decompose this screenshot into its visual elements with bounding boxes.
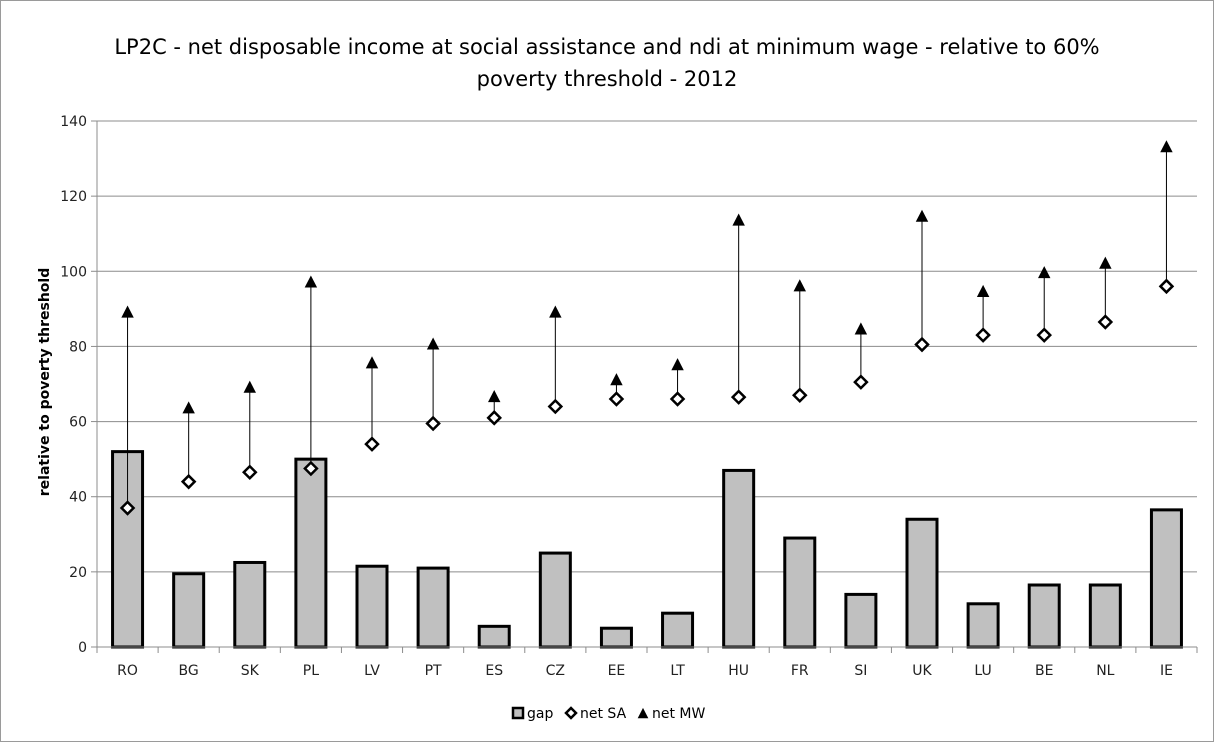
marker-net-mw: [976, 284, 990, 297]
marker-net-sa: [547, 398, 564, 415]
marker-net-sa: [792, 387, 808, 404]
marker-net-mw: [488, 390, 501, 403]
bar-gap: [294, 457, 328, 649]
bar-gap: [416, 566, 450, 649]
bar-gap: [966, 602, 1000, 649]
y-axis-label: relative to poverty threshold: [37, 268, 53, 496]
x-tick-label: BE: [1035, 663, 1053, 679]
marker-net-sa: [914, 336, 930, 353]
marker-net-sa: [1158, 278, 1175, 295]
marker-net-sa: [303, 460, 319, 477]
x-tick-label: IE: [1160, 663, 1173, 679]
legend: gap net SA net MW: [511, 706, 706, 722]
x-tick-label: RO: [117, 663, 138, 679]
x-tick-label: EE: [608, 663, 626, 679]
marker-net-mw: [915, 209, 929, 222]
marker-net-mw: [549, 305, 562, 318]
x-tick-label: SK: [241, 663, 260, 679]
marker-net-sa: [1036, 327, 1052, 343]
marker-net-sa: [1097, 314, 1114, 330]
chart-title-line2: poverty threshold - 2012: [477, 67, 738, 91]
bar-gap: [1149, 508, 1183, 649]
marker-net-mw: [610, 373, 623, 386]
x-tick-label: CZ: [546, 663, 565, 679]
x-tick-label: UK: [912, 663, 932, 679]
marker-net-mw: [1038, 266, 1051, 279]
y-tick-label: 100: [60, 264, 87, 280]
axes-group: 0 20 40 60 80 100 120 140 RO BG SK PL LV PT ES CZ EE LT HU…: [60, 114, 1198, 679]
marker-net-sa: [730, 389, 747, 405]
marker-net-mw: [426, 337, 440, 350]
x-tick-label: LT: [670, 663, 685, 679]
x-tick-label: BG: [179, 663, 199, 679]
y-tick-label: 80: [69, 339, 87, 355]
bar-gap: [722, 468, 756, 649]
x-tick-label: PT: [425, 663, 442, 679]
y-tick-label: 0: [78, 640, 87, 656]
marker-net-sa: [669, 391, 686, 407]
bar-gap: [355, 564, 389, 649]
bar-gap: [599, 626, 633, 649]
chart-title-line1: LP2C - net disposable income at social a…: [114, 35, 1099, 59]
marker-net-sa: [853, 374, 869, 390]
marker-net-mw: [304, 275, 318, 288]
marker-net-sa: [975, 327, 991, 343]
x-tick-label: LV: [364, 663, 380, 679]
marker-net-mw: [121, 305, 134, 318]
y-tick-label: 120: [60, 189, 87, 205]
marker-net-mw: [243, 380, 256, 393]
marker-net-mw: [671, 358, 684, 371]
marker-net-mw: [1099, 256, 1112, 269]
marker-net-sa: [119, 500, 136, 516]
marker-net-sa: [242, 464, 258, 481]
marker-net-sa: [425, 415, 441, 432]
x-tick-label: PL: [303, 663, 319, 679]
bar-gap: [477, 624, 511, 649]
bar-gap: [661, 611, 695, 649]
y-tick-label: 140: [60, 114, 87, 130]
bar-gap: [538, 551, 572, 649]
marker-net-sa: [364, 436, 380, 452]
x-tick-label: LU: [974, 663, 991, 679]
x-tick-label: NL: [1096, 663, 1114, 679]
x-tick-label: SI: [854, 663, 867, 679]
marker-net-sa: [180, 473, 197, 490]
gridlines: [97, 120, 1197, 573]
marker-net-mw: [854, 322, 868, 335]
marker-net-mw: [793, 279, 806, 292]
bar-gap: [1027, 583, 1061, 649]
legend-net-mw-label: net MW: [652, 706, 706, 722]
marker-net-sa: [608, 391, 625, 407]
legend-net-mw-swatch: [637, 707, 649, 719]
legend-gap-label: gap: [527, 706, 553, 722]
y-tick-label: 60: [69, 415, 87, 431]
legend-gap-swatch: [511, 706, 525, 720]
marker-net-mw: [182, 401, 195, 414]
bar-gap: [172, 572, 206, 649]
bar-gap: [1088, 583, 1122, 649]
marker-net-mw: [732, 213, 745, 226]
marker-net-sa: [486, 410, 502, 426]
bar-gap: [783, 536, 817, 649]
legend-net-sa-label: net SA: [580, 706, 627, 722]
markers-group: [119, 140, 1175, 516]
x-tick-label: ES: [485, 663, 503, 679]
bar-gap: [844, 592, 878, 649]
marker-net-mw: [1160, 140, 1173, 153]
bar-gap: [905, 517, 939, 649]
bar-gap: [233, 560, 267, 649]
legend-net-sa-swatch: [564, 706, 578, 720]
x-tick-label: FR: [791, 663, 809, 679]
y-tick-label: 20: [69, 565, 87, 581]
marker-net-mw: [365, 356, 379, 369]
x-tick-label: HU: [728, 663, 749, 679]
y-tick-label: 40: [69, 490, 87, 506]
